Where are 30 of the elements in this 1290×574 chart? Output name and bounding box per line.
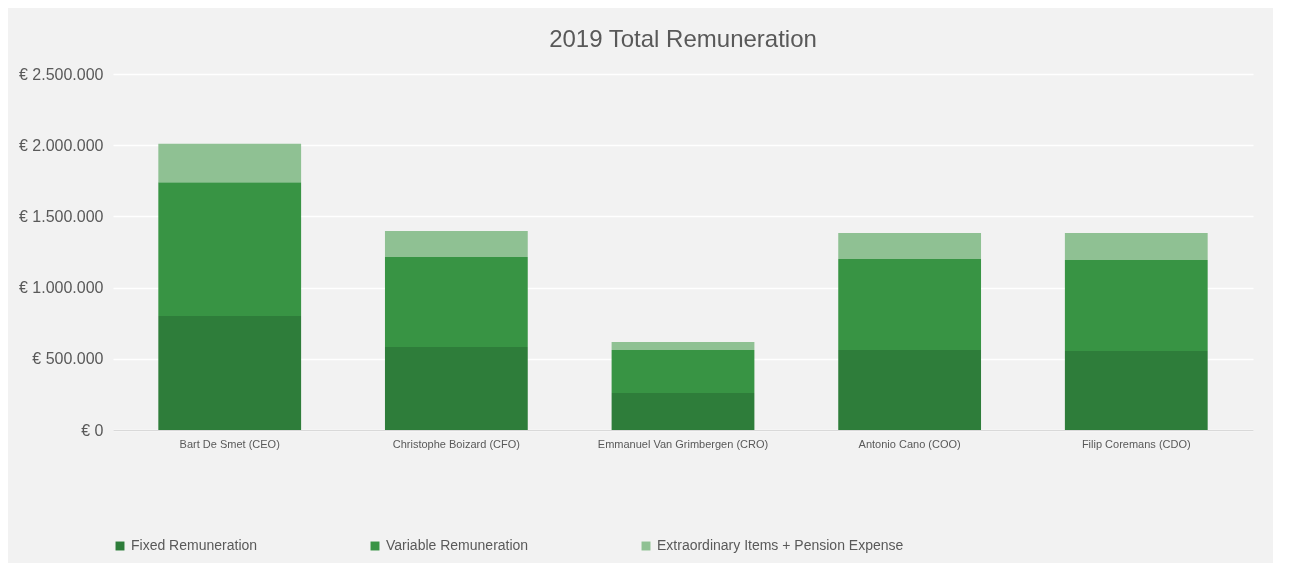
x-tick-label: Antonio Cano (COO) — [858, 437, 961, 450]
x-tick-label: Filip Coremans (CDO) — [1081, 437, 1191, 450]
y-tick-label: € 500.000 — [32, 350, 104, 368]
bar — [1064, 259, 1208, 351]
chart-title: 2019 Total Remuneration — [549, 25, 817, 52]
bar — [611, 342, 755, 350]
bar — [1064, 350, 1208, 430]
bar — [838, 349, 982, 430]
legend-label: Fixed Remuneration — [131, 537, 258, 553]
x-tick-label: Bart De Smet (CEO) — [179, 437, 280, 450]
legend-label: Extraordinary Items + Pension Expense — [657, 537, 904, 553]
bar — [1064, 233, 1208, 260]
bar — [158, 316, 302, 430]
bar — [838, 233, 982, 259]
bar — [384, 231, 528, 257]
y-tick-label: € 1.500.000 — [18, 207, 104, 225]
bar — [838, 258, 982, 350]
bar — [158, 182, 302, 317]
y-tick-label: € 2.000.000 — [18, 136, 104, 154]
bar — [158, 143, 302, 183]
legend-label: Variable Remuneration — [386, 537, 529, 553]
y-tick-label: € 1.000.000 — [18, 279, 104, 297]
y-tick-label: € 2.500.000 — [18, 65, 104, 83]
bar — [611, 349, 755, 393]
y-tick-label: € 0 — [81, 421, 104, 439]
bar — [384, 256, 528, 347]
x-tick-label: Christophe Boizard (CFO) — [392, 437, 520, 450]
bar — [611, 392, 755, 430]
x-tick-label: Emmanuel Van Grimbergen (CRO) — [597, 437, 769, 450]
bar — [384, 346, 528, 430]
